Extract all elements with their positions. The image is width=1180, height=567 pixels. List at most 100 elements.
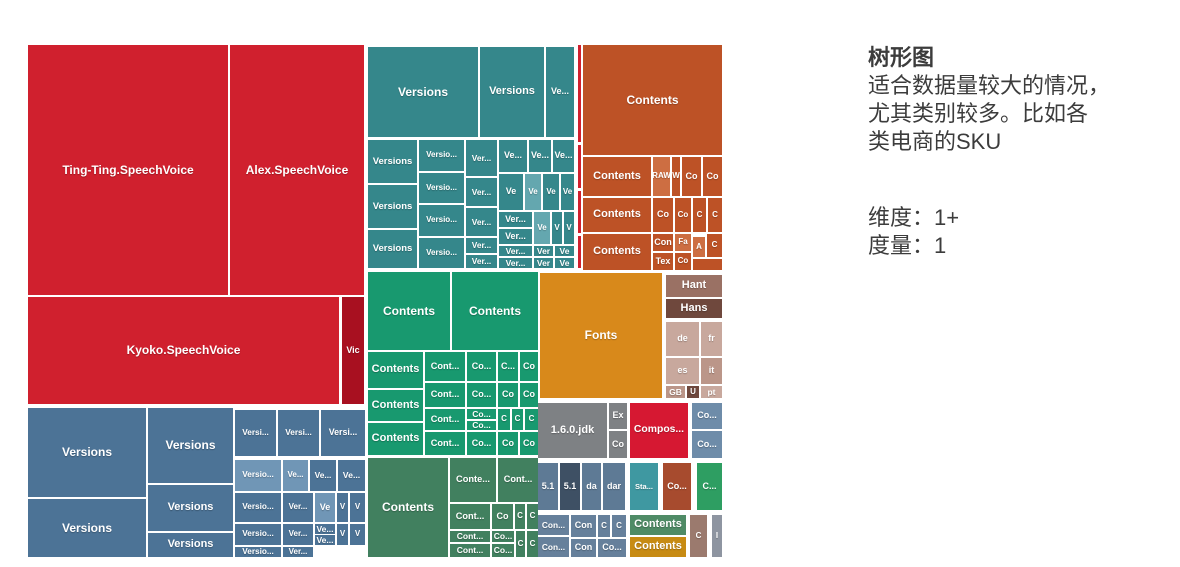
chart-type-title: 树形图 — [868, 45, 935, 70]
treemap-cell: C — [707, 234, 722, 257]
treemap-cell-label: Ver — [536, 258, 551, 268]
treemap-cell-label: Co — [612, 438, 624, 449]
treemap-cell: da — [582, 463, 601, 510]
dimension-measure-info: 维度：1+ 度量：1 — [868, 204, 1168, 260]
treemap-cell-label: es — [677, 365, 688, 376]
treemap-cell: Versions — [368, 185, 417, 228]
description-line: 适合数据量较大的情况， — [868, 73, 1111, 98]
treemap-cell: Ver... — [466, 255, 497, 268]
treemap-cell-label: V — [554, 222, 560, 232]
treemap-cell-label: Ve... — [314, 470, 332, 481]
treemap-cell: Contents — [452, 272, 538, 350]
treemap-cell-label: C — [528, 414, 535, 424]
treemap-cell-label: Co... — [471, 389, 492, 400]
treemap-cell: Ver... — [499, 212, 532, 227]
treemap-cell: Ve — [499, 174, 523, 210]
treemap-cell: Ve — [555, 246, 574, 256]
treemap-cell: Contents — [583, 198, 651, 232]
treemap-cell-label: I — [715, 530, 719, 540]
treemap-cell: Versio... — [235, 547, 281, 557]
treemap-cell: Ve... — [546, 47, 574, 137]
treemap-cell: Hant — [666, 275, 722, 297]
treemap-cell-label: Con — [574, 542, 593, 553]
treemap-cell-label: Ve — [319, 501, 331, 512]
treemap-cell-label: Kyoko.SpeechVoice — [126, 343, 241, 358]
treemap-cell: Versions — [480, 47, 544, 137]
treemap-cell: Co... — [467, 409, 496, 419]
treemap-cell: Co — [675, 198, 691, 232]
treemap-chart: Ting-Ting.SpeechVoice Alex.SpeechVoice Kyo… — [28, 45, 723, 557]
treemap-cell: Ve — [315, 493, 335, 522]
treemap-cell-label: Vic — [346, 344, 360, 355]
treemap-cell-label: Versio... — [242, 529, 274, 539]
treemap-cell: Ve — [555, 258, 574, 268]
treemap-cell-label: Cont... — [456, 531, 484, 542]
treemap-cell-label: Ve... — [503, 150, 522, 161]
treemap-cell: Ver... — [499, 229, 532, 244]
treemap-cell-label: 5.1 — [541, 480, 555, 491]
treemap-cell-label: Ve... — [550, 86, 569, 97]
treemap-cell: C — [708, 198, 722, 232]
treemap-cell-label: Ve... — [342, 469, 361, 480]
treemap-cell-label: RAW — [653, 171, 670, 181]
treemap-cell-label: da — [586, 480, 597, 491]
treemap-cell: Versi... — [321, 410, 365, 456]
treemap-cell-label: Ve — [559, 258, 570, 268]
treemap-cell: Ver — [534, 246, 553, 256]
treemap-cell-label: Co... — [493, 545, 513, 556]
treemap-cell: Versions — [148, 533, 233, 557]
treemap-cell-label: Sta... — [635, 481, 653, 491]
treemap-cell-label: Ve... — [530, 150, 549, 161]
treemap-cell: Versio... — [419, 173, 464, 203]
treemap-cell: Contents — [368, 390, 423, 421]
treemap-cell: Co — [492, 504, 513, 529]
treemap-cell: Co... — [663, 463, 691, 510]
treemap-cell-label: Co — [523, 360, 535, 371]
treemap-cell: Ve... — [338, 460, 365, 491]
treemap-cell: Versions — [368, 140, 417, 183]
treemap-cell: Contents — [630, 537, 686, 557]
treemap-cell-label: Ve... — [316, 524, 334, 534]
treemap-cell-label: Versions — [489, 85, 535, 98]
treemap-cell: RAW — [653, 157, 670, 196]
treemap-cell-label: Cont... — [456, 545, 484, 556]
treemap-cell-label: Versions — [165, 438, 216, 453]
treemap-cell-label: Co... — [667, 480, 687, 491]
treemap-cell-label: Contents — [626, 92, 679, 107]
treemap-cell: C — [512, 409, 523, 430]
treemap-cell: Co — [682, 157, 701, 196]
treemap-cell-label: W — [672, 171, 680, 181]
treemap-cell: Co... — [598, 539, 626, 557]
treemap-cell-label: Ex — [612, 410, 624, 421]
treemap-cell-label: C — [529, 538, 536, 548]
treemap-cell: A — [693, 237, 705, 257]
treemap-cell-label: Versio... — [242, 470, 274, 480]
treemap-cell: C — [598, 515, 610, 537]
treemap-cell: Ex — [609, 403, 627, 429]
treemap-cell-label: Co... — [472, 421, 491, 430]
treemap-cell-label: Fa — [678, 237, 688, 247]
treemap-cell-label: Ver — [536, 246, 551, 256]
treemap-cell: V — [552, 212, 562, 244]
treemap-cell: Cont... — [450, 531, 490, 542]
treemap-cell-label: U — [690, 386, 696, 396]
treemap-cell: Co... — [467, 432, 496, 455]
treemap-cell: Versi... — [278, 410, 319, 456]
treemap-cell-label: Ve — [537, 222, 547, 232]
treemap-cell — [578, 236, 581, 268]
treemap-cell-label: Versi... — [285, 427, 312, 437]
treemap-cell-label: Cont... — [455, 510, 485, 521]
treemap-cell-label: Ve — [528, 186, 538, 196]
treemap-cell: V — [350, 493, 365, 522]
treemap-cell-label: Versions — [61, 520, 113, 535]
treemap-cell: Versions — [28, 499, 146, 557]
treemap-cell: pt — [701, 386, 722, 398]
treemap-cell-label: Ver... — [471, 186, 492, 197]
treemap-cell-label: Contents — [382, 500, 434, 515]
measure-label: 度量：1 — [868, 233, 947, 258]
treemap-cell-label: Ve... — [316, 535, 334, 545]
treemap-cell-label: Co — [657, 209, 669, 220]
treemap-cell-label: V — [354, 502, 361, 512]
treemap-cell-label: Contents — [634, 518, 682, 531]
treemap-cell: Co... — [467, 352, 496, 381]
